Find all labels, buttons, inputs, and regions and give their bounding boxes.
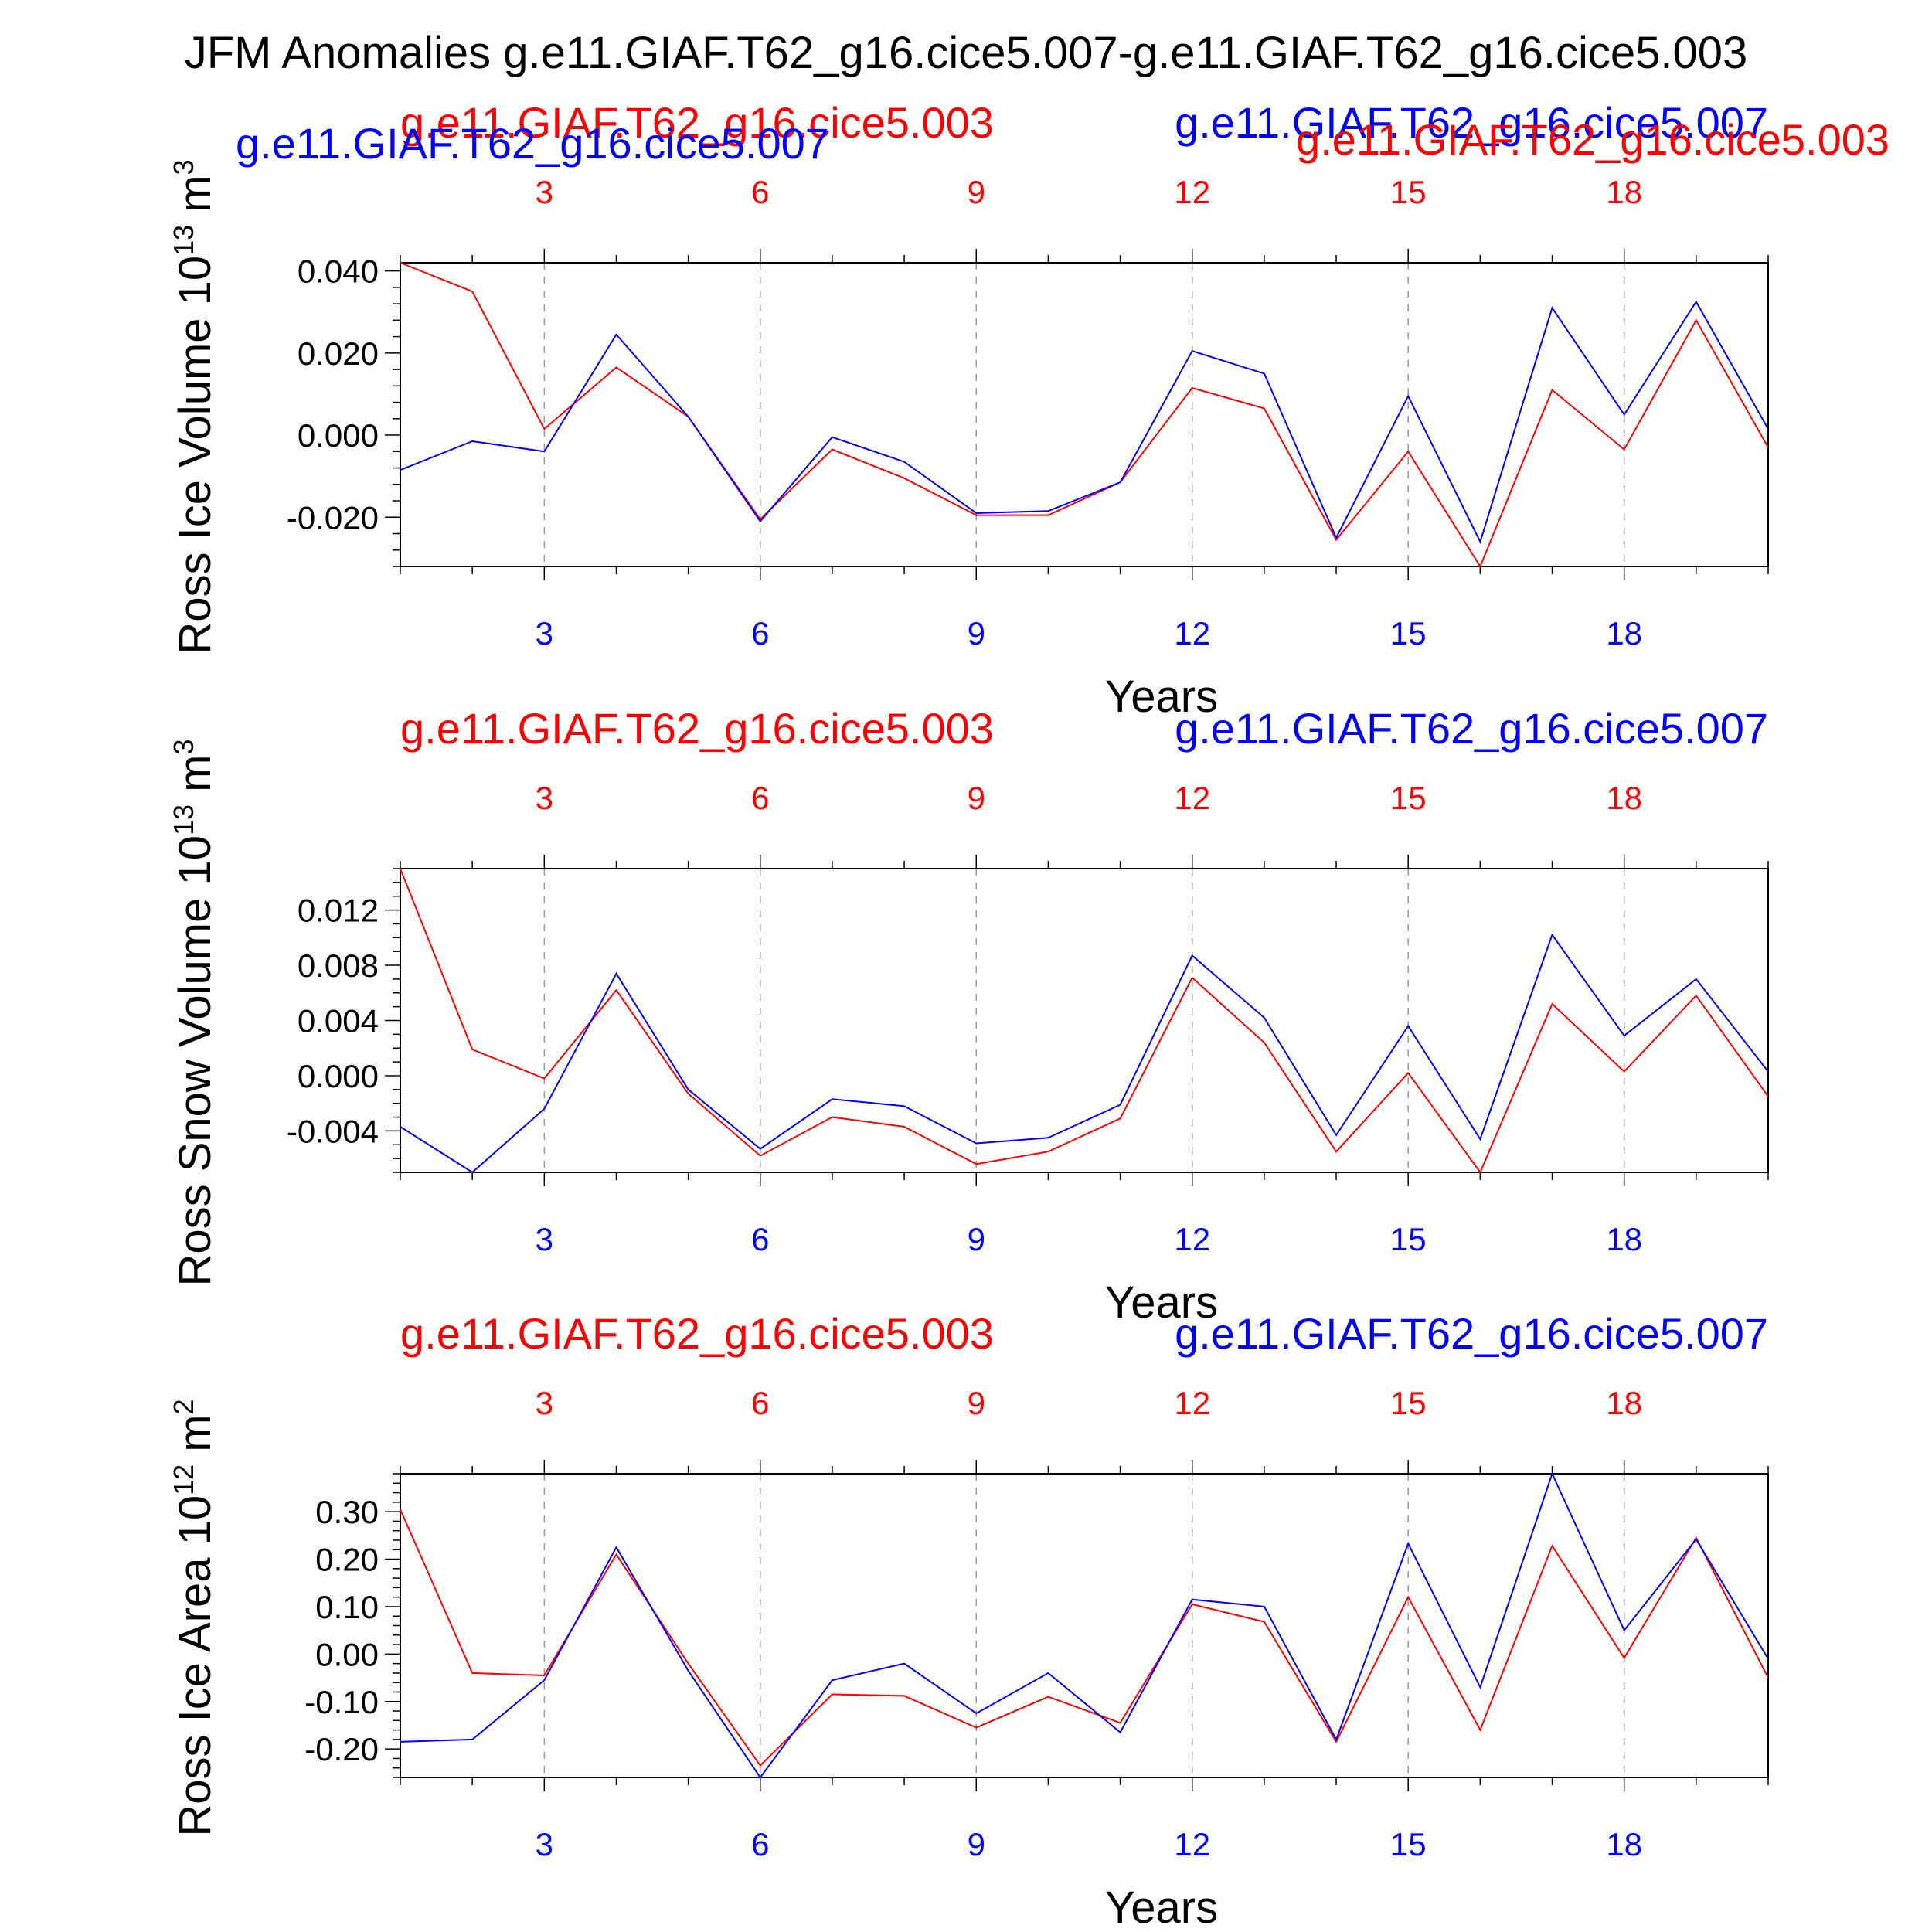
x-tick-label-bottom: 6	[751, 1826, 769, 1862]
y-axis-label-part: 12	[168, 1464, 199, 1495]
chart-panel-1: 3 3 6 6 9 9 12 12 15 15 18 18 -0.020 0.000 0.020 0.040 g…	[168, 98, 1889, 722]
figure-title: JFM Anomalies g.e11.GIAF.T62_g16.cice5.0…	[185, 28, 1748, 78]
x-tick-label-top: 9	[968, 174, 985, 210]
x-tick-label-top: 6	[751, 1385, 769, 1421]
y-tick-label: -0.20	[304, 1731, 379, 1767]
x-axis-label: Years	[1105, 1277, 1218, 1328]
series-line-cice5-003	[400, 1509, 1769, 1767]
y-tick-label: 0.040	[298, 253, 379, 290]
y-tick-label: 0.004	[298, 1003, 379, 1039]
y-tick-label: 0.012	[298, 893, 379, 929]
y-tick-label: -0.004	[287, 1113, 379, 1149]
chart-panel-2: 3 3 6 6 9 9 12 12 15 15 18 18 -0.004 0.000 0.004 0.008 0…	[168, 704, 1769, 1328]
x-tick-label-top: 6	[751, 174, 769, 210]
x-tick-label-bottom: 6	[751, 1221, 769, 1257]
y-axis-label-part: m	[170, 755, 220, 804]
y-axis-label-part: 13	[168, 804, 199, 835]
x-tick-label-bottom: 18	[1606, 615, 1642, 651]
plot-frame	[400, 1473, 1769, 1778]
y-tick-label: 0.020	[298, 335, 379, 372]
x-tick-label-top: 15	[1390, 780, 1427, 816]
y-tick-label: 0.00	[315, 1636, 379, 1672]
series-label-red: g.e11.GIAF.T62_g16.cice5.003	[400, 704, 994, 753]
chart-panel-3: 3 3 6 6 9 9 12 12 15 15 18 18 -0.20 -0.10 0.00 0.10 0.20…	[168, 1309, 1769, 1932]
series-line-cice5-007	[400, 933, 1769, 1174]
x-tick-label-bottom: 3	[536, 615, 553, 651]
y-axis-label-part: m	[170, 1414, 220, 1464]
x-tick-label-bottom: 9	[968, 1221, 985, 1257]
y-axis-label: Ross Snow Volume 1013 m3	[168, 739, 220, 1286]
y-axis-label: Ross Ice Area 1012 m2	[168, 1399, 220, 1836]
y-axis-label-part: 13	[168, 225, 199, 256]
x-tick-label-bottom: 9	[968, 1826, 985, 1862]
x-tick-label-bottom: 3	[536, 1221, 553, 1257]
x-tick-label-top: 12	[1174, 780, 1210, 816]
series-label-red-overlap: g.e11.GIAF.T62_g16.cice5.003	[1296, 115, 1889, 164]
x-tick-label-bottom: 15	[1390, 1826, 1427, 1862]
x-tick-label-top: 6	[751, 780, 769, 816]
y-axis-label-part: Ross Ice Volume 10	[170, 256, 220, 655]
x-tick-label-top: 3	[536, 780, 553, 816]
x-tick-label-top: 15	[1390, 1385, 1427, 1421]
y-tick-label: 0.10	[315, 1589, 379, 1625]
plot-frame	[400, 262, 1769, 567]
x-tick-label-top: 3	[536, 1385, 553, 1421]
y-axis-label-part: Ross Snow Volume 10	[170, 835, 220, 1287]
series-line-cice5-003	[400, 262, 1769, 569]
x-tick-label-bottom: 9	[968, 615, 985, 651]
series-label-blue: g.e11.GIAF.T62_g16.cice5.007	[1175, 98, 1768, 147]
plot-frame	[400, 868, 1769, 1173]
y-axis-label-part: m	[170, 175, 220, 224]
x-tick-label-top: 12	[1174, 1385, 1210, 1421]
y-axis-label-part: 3	[168, 739, 199, 754]
x-tick-label-top: 18	[1606, 1385, 1642, 1421]
x-tick-label-bottom: 12	[1174, 615, 1210, 651]
series-line-cice5-007	[400, 1471, 1769, 1779]
x-tick-label-top: 9	[968, 780, 985, 816]
y-tick-label: -0.10	[304, 1684, 379, 1720]
x-tick-label-bottom: 6	[751, 615, 769, 651]
x-tick-label-bottom: 3	[536, 1826, 553, 1862]
series-label-red: g.e11.GIAF.T62_g16.cice5.003	[400, 1309, 994, 1358]
x-tick-label-top: 18	[1606, 174, 1642, 210]
panels: 3 3 6 6 9 9 12 12 15 15 18 18 -0.020 0.000 0.020 0.040 g…	[168, 98, 1889, 1932]
y-tick-label: 0.000	[298, 1058, 379, 1094]
y-axis-label-part: 2	[168, 1399, 199, 1414]
x-axis-label: Years	[1105, 1883, 1218, 1932]
series-label-blue-overlap: g.e11.GIAF.T62_g16.cice5.007	[236, 119, 829, 168]
y-axis-label-part: 3	[168, 159, 199, 175]
x-tick-label-bottom: 12	[1174, 1826, 1210, 1862]
x-tick-label-top: 3	[536, 174, 553, 210]
y-tick-label: 0.008	[298, 947, 379, 984]
y-axis-label-part: Ross Ice Area 10	[170, 1495, 220, 1837]
x-tick-label-top: 15	[1390, 174, 1427, 210]
x-tick-label-bottom: 18	[1606, 1826, 1642, 1862]
series-label-red: g.e11.GIAF.T62_g16.cice5.003	[400, 98, 994, 147]
y-tick-label: 0.20	[315, 1542, 379, 1578]
x-tick-label-top: 18	[1606, 780, 1642, 816]
x-tick-label-bottom: 15	[1390, 1221, 1427, 1257]
x-tick-label-bottom: 12	[1174, 1221, 1210, 1257]
series-label-blue: g.e11.GIAF.T62_g16.cice5.007	[1175, 704, 1768, 753]
y-tick-label: 0.30	[315, 1494, 379, 1530]
x-tick-label-top: 9	[968, 1385, 985, 1421]
y-tick-label: 0.000	[298, 417, 379, 454]
series-label-blue: g.e11.GIAF.T62_g16.cice5.007	[1175, 1309, 1768, 1358]
series-line-cice5-003	[400, 868, 1769, 1175]
x-axis-label: Years	[1105, 672, 1218, 722]
x-tick-label-bottom: 18	[1606, 1221, 1642, 1257]
y-axis-label: Ross Ice Volume 1013 m3	[168, 159, 220, 654]
y-tick-label: -0.020	[287, 499, 379, 536]
x-tick-label-top: 12	[1174, 174, 1210, 210]
series-line-cice5-007	[400, 300, 1769, 544]
x-tick-label-bottom: 15	[1390, 615, 1427, 651]
